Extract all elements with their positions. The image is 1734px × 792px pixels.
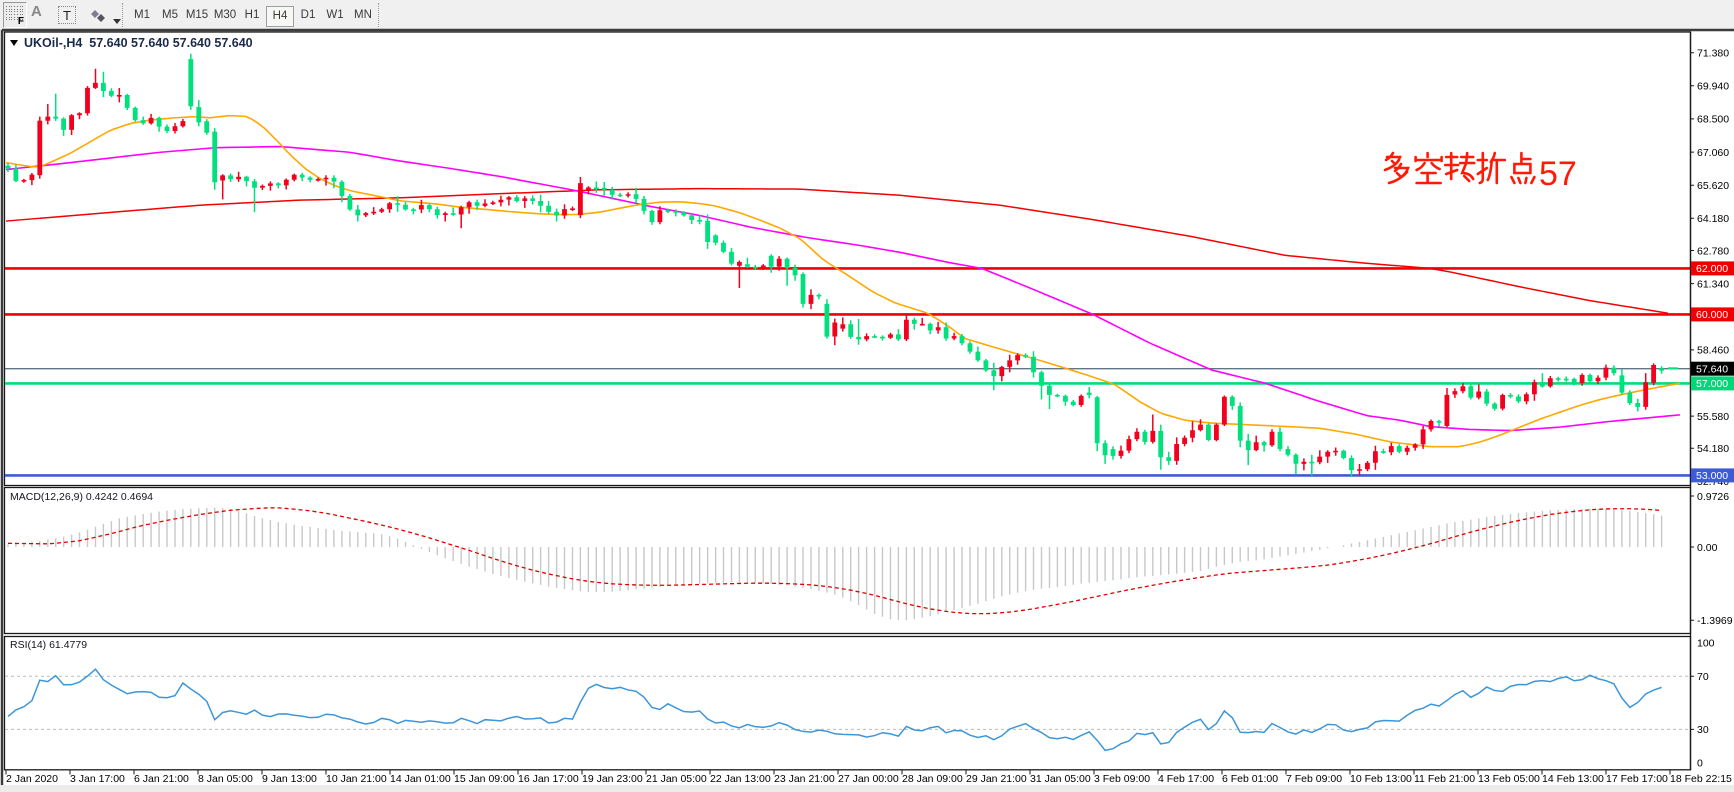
svg-text:58.460: 58.460 bbox=[1697, 345, 1729, 357]
svg-text:68.500: 68.500 bbox=[1697, 114, 1729, 126]
svg-text:2 Jan 2020: 2 Jan 2020 bbox=[6, 773, 58, 785]
svg-text:14 Feb 13:00: 14 Feb 13:00 bbox=[1542, 773, 1604, 785]
svg-text:60.000: 60.000 bbox=[1696, 309, 1728, 321]
svg-text:21 Jan 05:00: 21 Jan 05:00 bbox=[646, 773, 707, 785]
svg-text:31 Jan 05:00: 31 Jan 05:00 bbox=[1030, 773, 1091, 785]
svg-text:3 Jan 17:00: 3 Jan 17:00 bbox=[70, 773, 125, 785]
svg-text:57.640: 57.640 bbox=[1696, 364, 1728, 376]
svg-text:16 Jan 17:00: 16 Jan 17:00 bbox=[518, 773, 579, 785]
svg-text:28 Jan 09:00: 28 Jan 09:00 bbox=[902, 773, 963, 785]
svg-text:RSI(14) 61.4779: RSI(14) 61.4779 bbox=[10, 639, 87, 651]
svg-text:8 Jan 05:00: 8 Jan 05:00 bbox=[198, 773, 253, 785]
svg-text:MACD(12,26,9) 0.4242 0.4694: MACD(12,26,9) 0.4242 0.4694 bbox=[10, 491, 153, 503]
svg-text:67.060: 67.060 bbox=[1697, 147, 1729, 159]
svg-text:22 Jan 13:00: 22 Jan 13:00 bbox=[710, 773, 771, 785]
svg-text:69.940: 69.940 bbox=[1697, 81, 1729, 93]
svg-text:61.340: 61.340 bbox=[1697, 278, 1729, 290]
svg-text:6 Jan 21:00: 6 Jan 21:00 bbox=[134, 773, 189, 785]
svg-text:23 Jan 21:00: 23 Jan 21:00 bbox=[774, 773, 835, 785]
svg-text:19 Jan 23:00: 19 Jan 23:00 bbox=[582, 773, 643, 785]
svg-text:62.780: 62.780 bbox=[1697, 245, 1729, 257]
svg-text:13 Feb 05:00: 13 Feb 05:00 bbox=[1478, 773, 1540, 785]
svg-text:18 Feb 22:15: 18 Feb 22:15 bbox=[1670, 773, 1732, 785]
svg-text:6 Feb 01:00: 6 Feb 01:00 bbox=[1222, 773, 1278, 785]
svg-text:-1.3969: -1.3969 bbox=[1697, 615, 1733, 627]
svg-text:14 Jan 01:00: 14 Jan 01:00 bbox=[390, 773, 451, 785]
svg-text:17 Feb 17:00: 17 Feb 17:00 bbox=[1606, 773, 1668, 785]
svg-text:65.620: 65.620 bbox=[1697, 180, 1729, 192]
svg-text:10 Jan 21:00: 10 Jan 21:00 bbox=[326, 773, 387, 785]
svg-text:100: 100 bbox=[1697, 638, 1715, 650]
svg-text:62.000: 62.000 bbox=[1696, 263, 1728, 275]
svg-text:10 Feb 13:00: 10 Feb 13:00 bbox=[1350, 773, 1412, 785]
svg-text:57.000: 57.000 bbox=[1696, 378, 1728, 390]
svg-text:0.9726: 0.9726 bbox=[1697, 491, 1729, 503]
svg-text:7 Feb 09:00: 7 Feb 09:00 bbox=[1286, 773, 1342, 785]
svg-text:UKOil-,H4 57.640 57.640 57.64: UKOil-,H4 57.640 57.640 57.640 57.640 bbox=[24, 36, 253, 50]
svg-text:0: 0 bbox=[1697, 757, 1703, 769]
svg-text:70: 70 bbox=[1697, 671, 1709, 683]
svg-text:71.380: 71.380 bbox=[1697, 48, 1729, 60]
svg-text:30: 30 bbox=[1697, 724, 1709, 736]
svg-text:53.000: 53.000 bbox=[1696, 470, 1728, 482]
svg-text:11 Feb 21:00: 11 Feb 21:00 bbox=[1414, 773, 1475, 785]
svg-text:27 Jan 00:00: 27 Jan 00:00 bbox=[838, 773, 899, 785]
svg-text:9 Jan 13:00: 9 Jan 13:00 bbox=[262, 773, 317, 785]
svg-text:0.00: 0.00 bbox=[1697, 542, 1718, 554]
svg-text:54.180: 54.180 bbox=[1697, 443, 1729, 455]
svg-text:4 Feb 17:00: 4 Feb 17:00 bbox=[1158, 773, 1214, 785]
svg-text:57: 57 bbox=[1539, 155, 1577, 193]
svg-text:55.580: 55.580 bbox=[1697, 411, 1729, 423]
svg-text:29 Jan 21:00: 29 Jan 21:00 bbox=[966, 773, 1027, 785]
svg-text:3 Feb 09:00: 3 Feb 09:00 bbox=[1094, 773, 1150, 785]
svg-text:64.180: 64.180 bbox=[1697, 213, 1729, 225]
svg-text:15 Jan 09:00: 15 Jan 09:00 bbox=[454, 773, 515, 785]
